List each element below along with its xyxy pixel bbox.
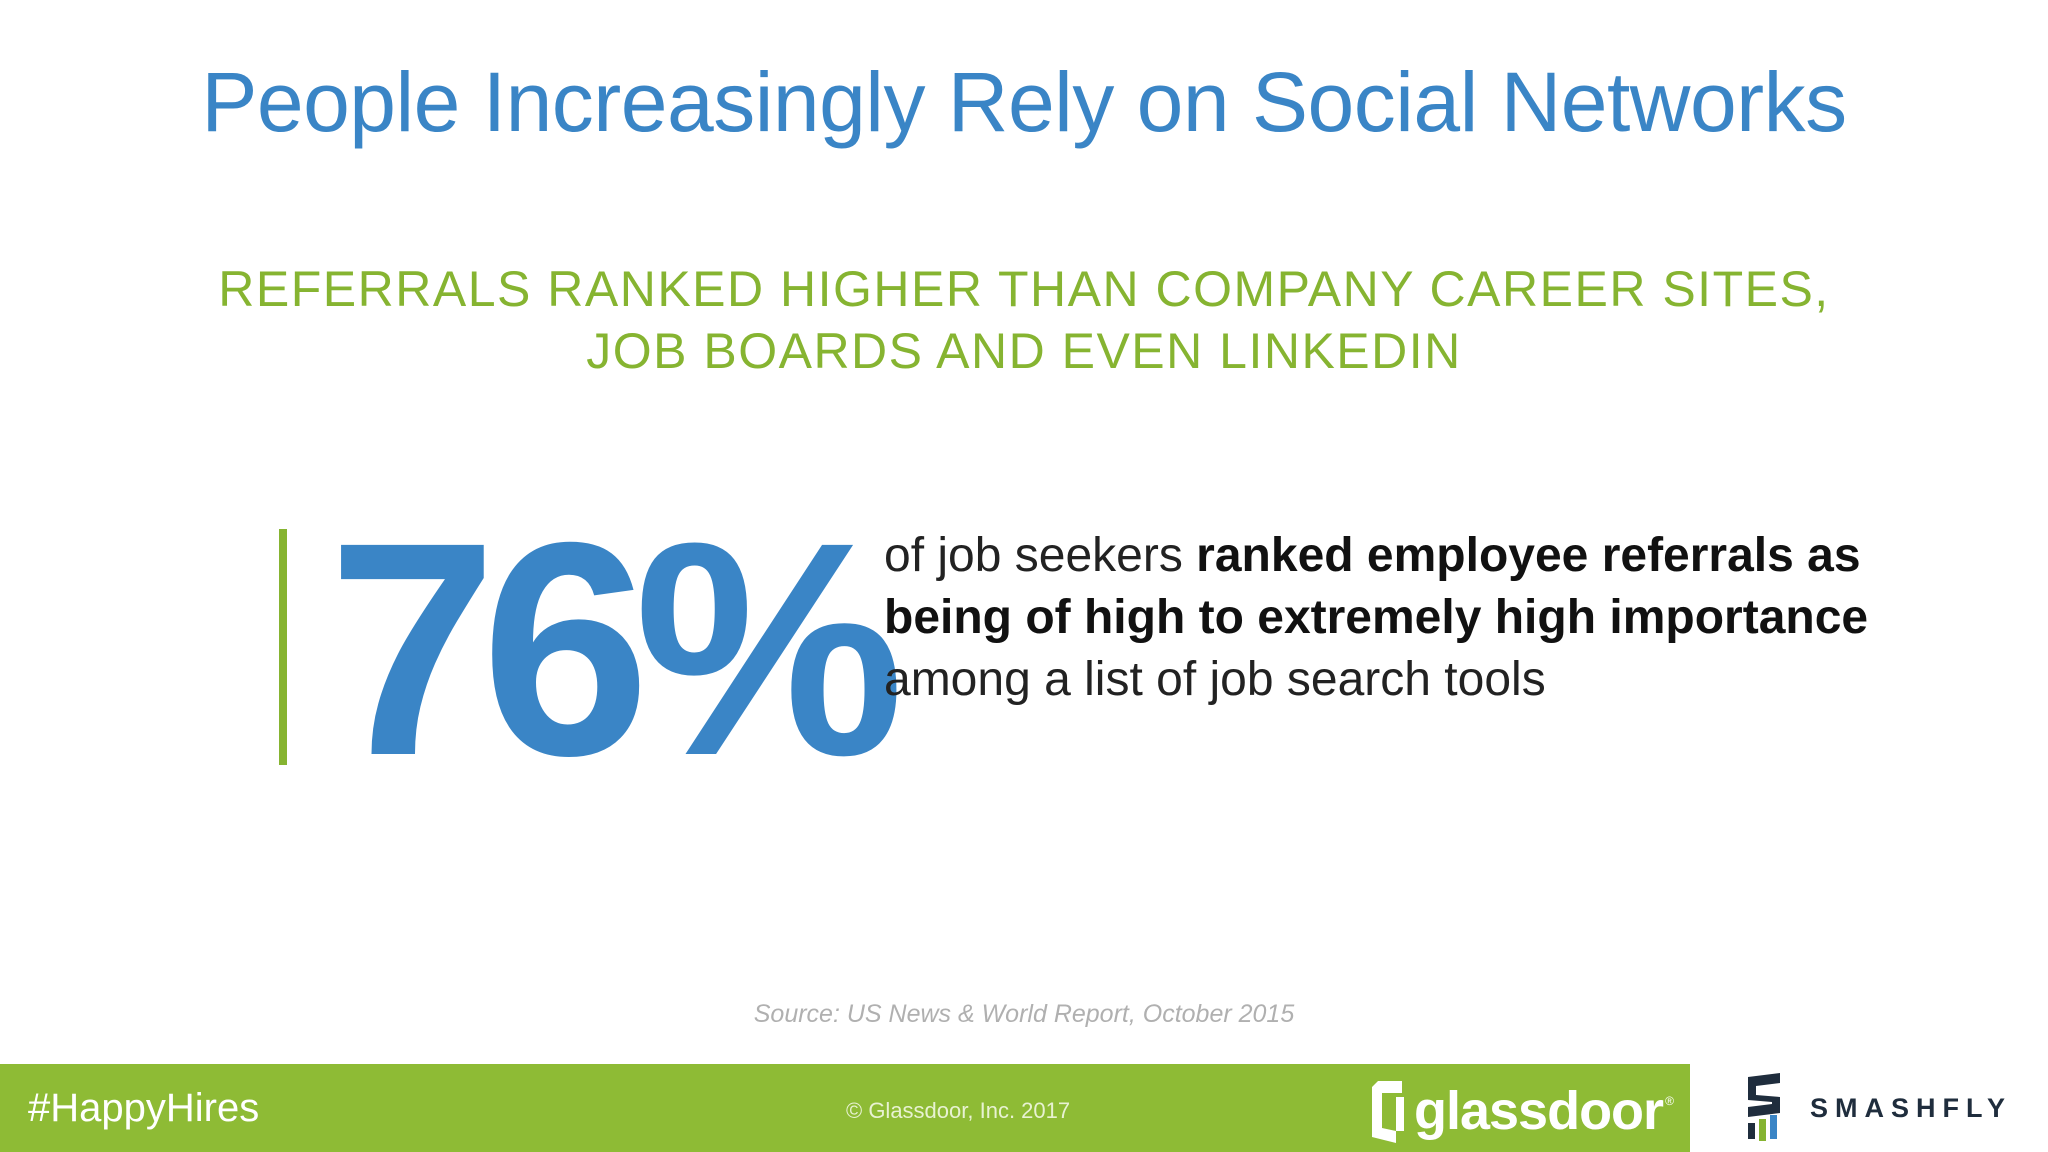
footer-copyright: © Glassdoor, Inc. 2017 [846, 1098, 1071, 1123]
stat-accent-bar [279, 529, 287, 765]
glassdoor-logo: glassdoor ® [1368, 1076, 1674, 1146]
door-icon [1372, 1081, 1404, 1143]
subtitle-line-1: REFERRALS RANKED HIGHER THAN COMPANY CAR… [218, 261, 1830, 317]
smashfly-logo: SMASHFLY [1744, 1070, 2012, 1146]
subtitle-line-2: JOB BOARDS AND EVEN LINKEDIN [586, 323, 1462, 379]
stat-text-part-2: ranked employee referrals as being of hi… [884, 529, 1869, 644]
smashfly-wordmark: SMASHFLY [1810, 1092, 2013, 1123]
registered-mark: ® [1665, 1094, 1674, 1108]
stat-text-part-3: among a list of job search tools [884, 653, 1546, 706]
glassdoor-wordmark: glassdoor [1414, 1081, 1664, 1141]
footer-hashtag: #HappyHires [28, 1086, 260, 1130]
slide-title: People Increasingly Rely on Social Netwo… [201, 55, 1847, 149]
stat-description: of job seekers ranked employee referrals… [884, 525, 1884, 711]
source-citation: Source: US News & World Report, October … [753, 1000, 1295, 1028]
footer-bar [0, 1064, 1690, 1152]
stat-text-part-1: of job seekers [884, 529, 1197, 582]
smashfly-s-icon [1748, 1073, 1780, 1141]
stat-value: 76% [328, 480, 904, 819]
slide-subtitle: REFERRALS RANKED HIGHER THAN COMPANY CAR… [0, 258, 2048, 382]
